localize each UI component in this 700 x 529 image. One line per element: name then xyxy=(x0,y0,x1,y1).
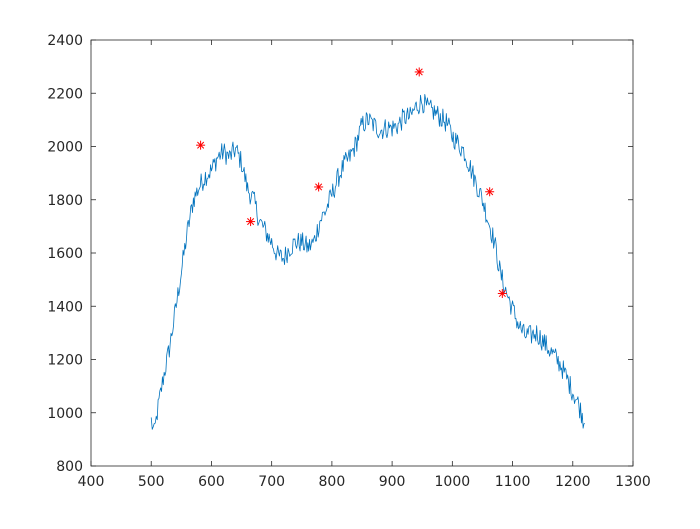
y-tick-label: 1400 xyxy=(47,299,83,315)
marker-stroke xyxy=(315,183,323,191)
axes-box xyxy=(90,39,634,467)
x-tick-label: 800 xyxy=(319,474,346,490)
y-tick-label: 2400 xyxy=(47,33,83,49)
x-tick-label: 400 xyxy=(78,474,105,490)
x-tick-label: 1300 xyxy=(615,474,651,490)
y-tick-label: 1200 xyxy=(47,353,83,369)
series-line xyxy=(150,94,585,430)
peak-marker xyxy=(246,217,256,227)
y-tick-label: 2200 xyxy=(47,86,83,102)
x-tick-label: 500 xyxy=(138,474,165,490)
peak-marker xyxy=(314,182,324,192)
y-tick-label: 800 xyxy=(56,459,83,475)
marker-stroke xyxy=(247,218,255,226)
x-tick-label: 1200 xyxy=(555,474,591,490)
x-tick-label: 900 xyxy=(379,474,406,490)
marker-stroke xyxy=(197,141,205,149)
x-tick-label: 1100 xyxy=(495,474,531,490)
x-tick-label: 600 xyxy=(198,474,225,490)
y-tick-label: 2000 xyxy=(47,140,83,156)
peak-marker xyxy=(414,67,424,77)
y-tick-label: 1800 xyxy=(47,193,83,209)
peak-marker xyxy=(485,187,495,197)
y-tick-label: 1600 xyxy=(47,246,83,262)
marker-stroke xyxy=(498,289,506,298)
peak-marker xyxy=(196,140,206,150)
x-tick-label: 700 xyxy=(258,474,285,490)
series-layer xyxy=(150,67,585,430)
marker-stroke xyxy=(415,68,423,76)
x-tick-label: 1000 xyxy=(435,474,471,490)
peak-marker xyxy=(497,288,507,298)
y-tick-label: 1000 xyxy=(47,406,83,422)
axes-layer: 400 500 600 700 800 900 1000 1100 1200 1300 800 100… xyxy=(47,33,650,490)
marker-stroke xyxy=(486,188,494,196)
